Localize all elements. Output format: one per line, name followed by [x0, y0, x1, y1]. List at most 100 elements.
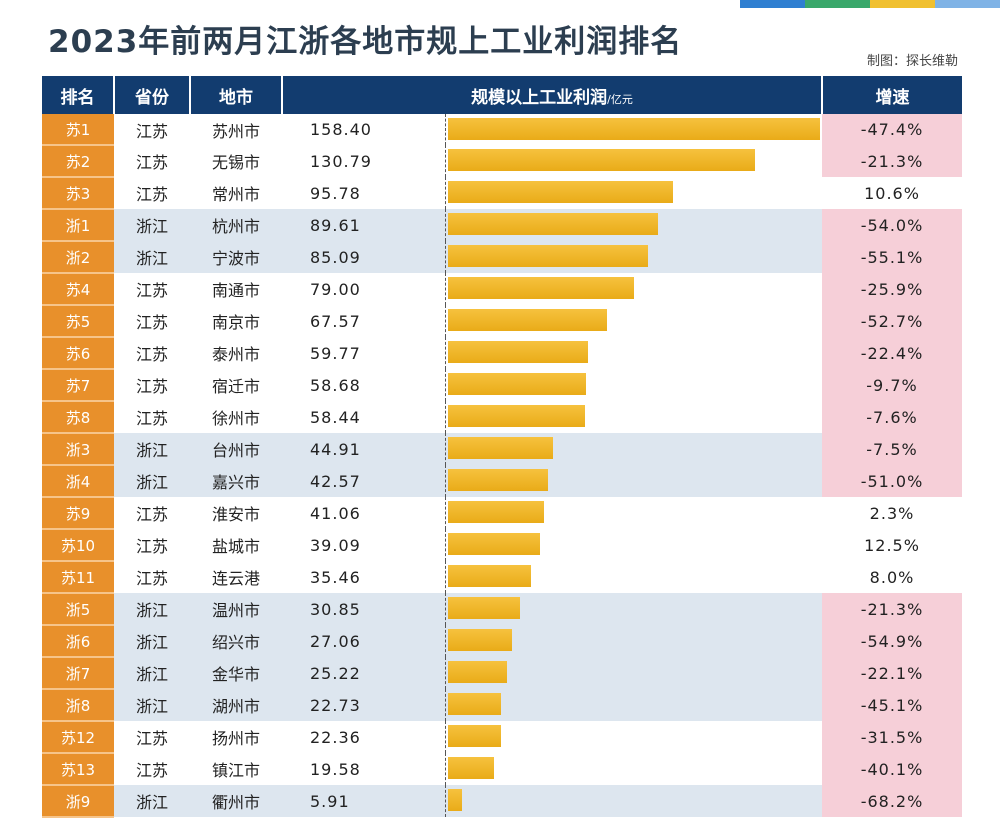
- table-row: 浙4 浙江 嘉兴市 42.57 -51.0%: [42, 465, 962, 498]
- rank-label: 苏10: [42, 529, 114, 562]
- value-label: 158.40: [310, 120, 372, 139]
- table-body: 苏1 江苏 苏州市 158.40 -47.4% 苏2 江苏 无锡市 130.79 -21.3% 苏3…: [42, 114, 962, 818]
- province-label: 江苏: [135, 409, 168, 428]
- value-label: 67.57: [310, 311, 361, 331]
- rank-label: 苏8: [42, 401, 114, 434]
- value-label: 5.91: [282, 785, 444, 817]
- bar-axis-line: [445, 465, 446, 497]
- growth-label: -31.5%: [822, 721, 962, 753]
- bar-axis-line: [445, 177, 446, 209]
- bar-axis-line: [445, 273, 446, 305]
- rank-label: 苏7: [42, 369, 114, 402]
- province-label: 浙江: [114, 785, 190, 817]
- growth-label: -21.3%: [822, 593, 962, 625]
- province-label: 浙江: [114, 433, 190, 465]
- table-row: 苏9 江苏 淮安市 41.06 2.3%: [42, 497, 962, 530]
- province-label: 江苏: [135, 505, 168, 524]
- table-row: 苏4 江苏 南通市 79.00 -25.9%: [42, 273, 962, 306]
- value-label: 89.61: [282, 209, 444, 241]
- value-label: 35.46: [310, 567, 361, 587]
- table-row: 浙5 浙江 温州市 30.85 -21.3%: [42, 593, 962, 626]
- table-row: 苏3 江苏 常州市 95.78 10.6%: [42, 177, 962, 210]
- value-label: 85.09: [282, 241, 444, 273]
- profit-bar: [448, 501, 545, 523]
- rank-label: 浙6: [42, 625, 114, 658]
- rank-label: 苏5: [42, 305, 114, 338]
- bar-cell: [444, 177, 822, 209]
- rank-label: 浙7: [42, 657, 114, 690]
- growth-label: -54.9%: [822, 625, 962, 657]
- province-label: 江苏: [135, 537, 168, 556]
- province-label: 浙江: [114, 465, 190, 497]
- profit-bar: [448, 149, 756, 171]
- bar-axis-line: [445, 305, 446, 337]
- header-profit-label: 规模以上工业利润: [471, 87, 608, 108]
- province-label: 江苏: [135, 153, 168, 172]
- header-city: 地市: [190, 76, 283, 114]
- profit-bar: [448, 725, 501, 747]
- rank-label: 浙2: [42, 241, 114, 274]
- growth-label: -40.1%: [822, 753, 962, 785]
- bar-cell: [444, 625, 822, 657]
- city-label: 苏州市: [211, 121, 260, 141]
- table-row: 苏13 江苏 镇江市 19.58 -40.1%: [42, 753, 962, 786]
- value-label: 39.09: [310, 535, 361, 555]
- growth-label: 8.0%: [822, 561, 962, 593]
- profit-bar: [448, 437, 554, 459]
- top-accent-bar: [740, 0, 1000, 8]
- table-row: 浙8 浙江 湖州市 22.73 -45.1%: [42, 689, 962, 722]
- city-label: 南通市: [211, 281, 260, 300]
- value-label: 95.78: [310, 183, 361, 203]
- growth-label: -9.7%: [822, 369, 962, 401]
- chart-credit: 制图：探长维勒: [866, 54, 958, 69]
- growth-label: -7.5%: [822, 433, 962, 465]
- bar-axis-line: [445, 114, 446, 145]
- bar-cell: [444, 209, 822, 241]
- table-row: 浙2 浙江 宁波市 85.09 -55.1%: [42, 241, 962, 274]
- city-label: 衢州市: [190, 785, 282, 817]
- header-growth: 增速: [822, 76, 962, 114]
- city-label: 宿迁市: [211, 377, 260, 396]
- bar-axis-line: [445, 433, 446, 465]
- header-rank: 排名: [42, 76, 115, 114]
- profit-bar: [448, 629, 512, 651]
- growth-label: -54.0%: [822, 209, 962, 241]
- profit-bar: [448, 181, 673, 203]
- growth-label: -55.1%: [822, 241, 962, 273]
- bar-axis-line: [445, 593, 446, 625]
- growth-label: -25.9%: [822, 273, 962, 305]
- rank-label: 苏3: [42, 177, 114, 210]
- profit-bar: [448, 693, 502, 715]
- city-label: 湖州市: [190, 689, 282, 721]
- bar-axis-line: [445, 657, 446, 689]
- bar-axis-line: [445, 209, 446, 241]
- rank-label: 浙4: [42, 465, 114, 498]
- table-header-row: 排名 省份 地市 规模以上工业利润/亿元 增速: [42, 76, 962, 114]
- value-label: 44.91: [282, 433, 444, 465]
- growth-label: -52.7%: [822, 305, 962, 337]
- table-row: 浙3 浙江 台州市 44.91 -7.5%: [42, 433, 962, 466]
- value-label: 130.79: [310, 151, 372, 171]
- profit-bar: [448, 757, 494, 779]
- province-label: 浙江: [114, 593, 190, 625]
- rank-label: 苏4: [42, 273, 114, 306]
- bar-cell: [444, 401, 822, 433]
- bar-cell: [444, 721, 822, 753]
- province-label: 江苏: [135, 729, 168, 748]
- growth-label: -68.2%: [822, 785, 962, 817]
- value-label: 41.06: [310, 503, 361, 523]
- bar-axis-line: [445, 721, 446, 753]
- growth-label: -22.4%: [822, 337, 962, 369]
- profit-bar: [448, 533, 540, 555]
- bar-cell: [444, 497, 822, 529]
- city-label: 南京市: [211, 313, 260, 332]
- rank-label: 浙1: [42, 209, 114, 242]
- table-row: 苏12 江苏 扬州市 22.36 -31.5%: [42, 721, 962, 754]
- city-label: 无锡市: [211, 153, 260, 172]
- value-label: 27.06: [282, 625, 444, 657]
- province-label: 浙江: [114, 209, 190, 241]
- table-row: 苏8 江苏 徐州市 58.44 -7.6%: [42, 401, 962, 434]
- profit-bar: [448, 213, 659, 235]
- bar-axis-line: [445, 753, 446, 785]
- profit-bar: [448, 309, 607, 331]
